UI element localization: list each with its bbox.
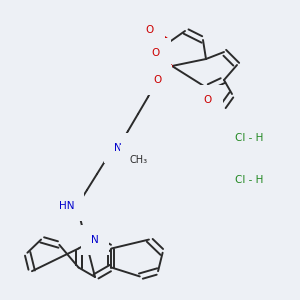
Text: CH₃: CH₃ — [130, 155, 148, 165]
Text: Cl - H: Cl - H — [235, 175, 263, 185]
Text: N: N — [91, 235, 99, 245]
Text: N: N — [114, 143, 122, 153]
Text: O: O — [204, 95, 212, 105]
Text: HN: HN — [58, 201, 74, 211]
Text: O: O — [152, 48, 160, 58]
Text: O: O — [153, 75, 161, 85]
Text: Cl - H: Cl - H — [235, 133, 263, 143]
Text: O: O — [146, 25, 154, 35]
